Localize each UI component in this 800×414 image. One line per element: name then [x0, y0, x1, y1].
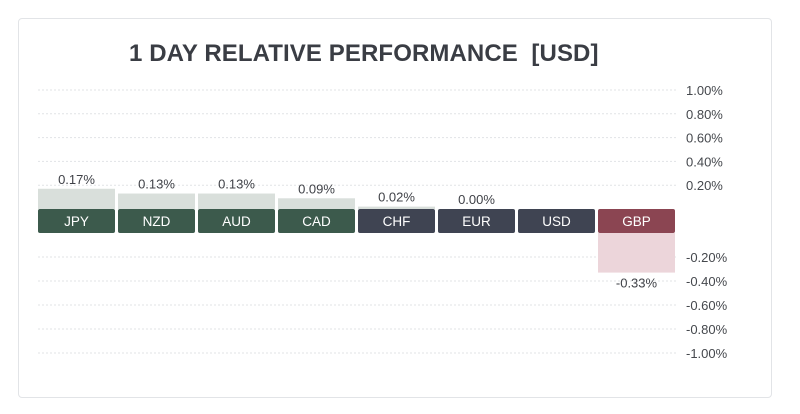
category-label: CHF — [383, 214, 411, 229]
category-chip — [38, 209, 115, 233]
category-chip — [198, 209, 275, 233]
category-label: JPY — [64, 214, 89, 229]
data-label: 0.13% — [138, 177, 175, 192]
bar — [358, 206, 435, 209]
bar — [198, 193, 275, 209]
chart-title: 1 DAY RELATIVE PERFORMANCE [USD] — [129, 40, 599, 67]
category-label: AUD — [222, 214, 251, 229]
y-tick-label: 0.40% — [686, 154, 723, 169]
data-label: 0.00% — [458, 192, 495, 207]
category-chip — [278, 209, 355, 233]
category-label: GBP — [622, 214, 651, 229]
category-label: CAD — [302, 214, 331, 229]
bar — [118, 193, 195, 209]
y-tick-label: -1.00% — [686, 346, 728, 361]
data-label: 0.17% — [58, 172, 95, 187]
category-label: USD — [542, 214, 571, 229]
category-chip — [438, 209, 515, 233]
y-tick-label: -0.20% — [686, 250, 728, 265]
bar — [38, 188, 115, 209]
category-label: NZD — [143, 214, 171, 229]
bar — [598, 233, 675, 273]
y-tick-label: -0.40% — [686, 274, 728, 289]
y-tick-label: 1.00% — [686, 83, 723, 98]
y-tick-label: -0.60% — [686, 298, 728, 313]
data-label: 0.02% — [378, 190, 415, 205]
data-label: -0.33% — [616, 276, 658, 291]
category-label: EUR — [462, 214, 491, 229]
y-tick-label: -0.80% — [686, 322, 728, 337]
category-chip — [118, 209, 195, 233]
y-tick-label: 0.60% — [686, 131, 723, 146]
category-chip — [358, 209, 435, 233]
category-chip — [518, 209, 595, 233]
y-tick-label: 0.20% — [686, 178, 723, 193]
category-chip — [598, 209, 675, 233]
y-tick-label: 0.80% — [686, 107, 723, 122]
data-label: 0.13% — [218, 177, 255, 192]
data-label: 0.09% — [298, 181, 335, 196]
bar — [278, 198, 355, 209]
